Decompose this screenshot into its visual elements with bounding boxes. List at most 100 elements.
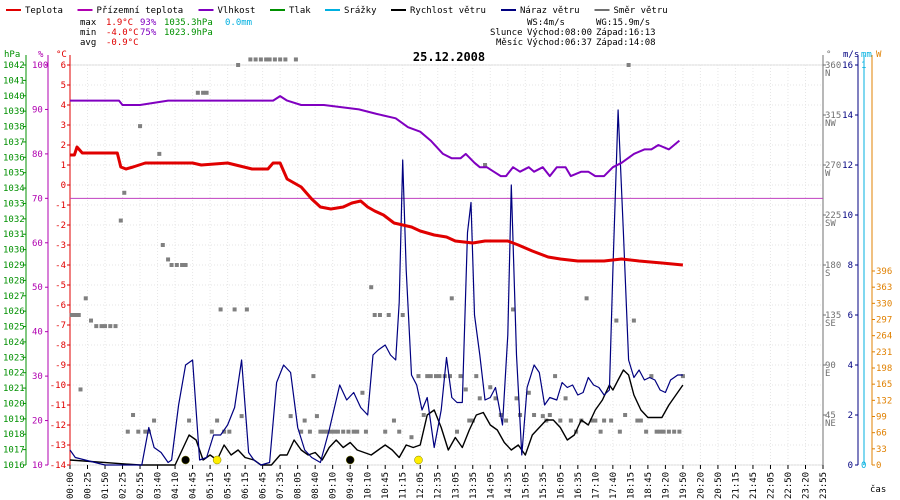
wind-direction-point: [99, 324, 104, 329]
temperature-tick-label: -6: [55, 301, 66, 311]
wind-direction-point: [593, 418, 598, 423]
direction-tick-label: 225: [825, 211, 841, 221]
direction-tick-label: 360: [825, 61, 841, 71]
pressure-tick-label: 1039: [3, 107, 25, 117]
wind-direction-point: [511, 307, 516, 312]
wind-direction-point: [227, 429, 232, 434]
direction-tick-label: 90: [825, 361, 836, 371]
moonrise-info: Východ:06:37: [527, 38, 592, 48]
pressure-tick-label: 1037: [3, 138, 25, 148]
x-tick-label: 09:40: [346, 472, 356, 499]
wind-direction-point: [152, 418, 157, 423]
rain-tick-label: 0: [861, 461, 866, 471]
x-tick-label: 08:05: [294, 472, 304, 499]
wind-direction-point: [584, 296, 589, 301]
pressure-tick-label: 1032: [3, 215, 25, 225]
pressure-tick-label: 1020: [3, 399, 25, 409]
wind-direction-point: [157, 151, 162, 156]
wind-direction-point: [383, 429, 388, 434]
humidity-tick-label: 100: [32, 61, 48, 71]
wind-direction-point: [386, 313, 391, 317]
wind-direction-point: [488, 385, 493, 390]
wind-direction-point: [397, 429, 402, 434]
wind-direction-point: [563, 396, 568, 401]
legend-label: Směr větru: [614, 6, 668, 16]
x-tick-label: 11:15: [399, 472, 409, 499]
stats-value: avg: [80, 38, 96, 48]
humidity-tick-label: 50: [32, 283, 43, 293]
x-tick-label: 06:45: [259, 472, 269, 499]
solar-tick-label: 297: [876, 316, 892, 326]
x-axis-label: čas: [870, 484, 886, 495]
x-tick-label: 03:40: [154, 472, 164, 499]
wind-direction-point: [598, 429, 603, 434]
direction-tick-label: 135: [825, 311, 841, 321]
wind-direction-point: [146, 429, 151, 434]
moonset-marker: [345, 455, 355, 465]
wind-direction-point: [272, 57, 277, 62]
wind-direction-point: [363, 429, 368, 434]
temperature-tick-label: 0: [61, 181, 66, 191]
wind-direction-point: [222, 429, 227, 434]
pressure-tick-label: 1034: [3, 184, 25, 194]
wind-direction-point: [302, 418, 307, 423]
x-tick-label: 22:50: [784, 472, 794, 499]
direction-tick-compass: SW: [825, 219, 836, 229]
wind-direction-point: [547, 413, 552, 417]
stats-value: 1023.9hPa: [164, 28, 213, 38]
x-tick-label: 20:50: [714, 472, 724, 499]
wind-direction-point: [391, 418, 396, 423]
pressure-tick-label: 1027: [3, 292, 25, 302]
x-tick-label: 18:45: [644, 472, 654, 499]
chart-title: 25.12.2008: [413, 50, 485, 64]
wind-direction-point: [680, 374, 685, 379]
wind-direction-point: [314, 414, 319, 419]
x-tick-label: 10:45: [381, 472, 391, 499]
solar-tick-label: 231: [876, 348, 892, 358]
wind-direction-point: [215, 418, 220, 423]
direction-tick-label: 270: [825, 161, 841, 171]
x-tick-label: 02:55: [136, 472, 146, 499]
pressure-tick-label: 1016: [3, 461, 25, 471]
moonrise-marker: [181, 455, 190, 465]
wind-direction-point: [425, 374, 430, 379]
wind-tick-label: 0: [848, 461, 853, 471]
humidity-tick-label: 90: [32, 105, 43, 115]
wind-direction-point: [409, 435, 414, 440]
wind-direction-point: [614, 318, 619, 323]
x-tick-label: 04:45: [189, 472, 199, 499]
wind-direction-point: [236, 63, 241, 67]
temperature-tick-label: -14: [50, 461, 66, 471]
wind-direction-point: [253, 57, 258, 62]
wind-direction-point: [118, 218, 123, 223]
x-tick-label: 06:15: [241, 472, 251, 499]
temperature-tick-label: -3: [55, 241, 66, 251]
wind-direction-point: [160, 243, 165, 247]
wind-direction-point: [299, 429, 304, 434]
pressure-tick-label: 1019: [3, 415, 25, 425]
pressure-tick-label: 1040: [3, 92, 25, 102]
temperature-tick-label: -13: [50, 441, 66, 451]
wind-direction-point: [239, 414, 244, 419]
wind-tick-label: 6: [848, 311, 853, 321]
pressure-tick-label: 1022: [3, 369, 25, 379]
x-tick-label: 15:35: [539, 472, 549, 499]
solar-tick-label: 198: [876, 364, 892, 374]
wind-direction-point: [644, 429, 649, 434]
wind-direction-point: [122, 190, 127, 195]
wind-direction-point: [267, 57, 272, 62]
wind-direction-point: [448, 374, 453, 379]
wind-direction-point: [540, 414, 545, 419]
stats-value: 1.9°C: [106, 18, 133, 28]
wind-tick-label: 12: [842, 161, 853, 171]
direction-tick-compass: E: [825, 369, 830, 379]
x-tick-label: 12:05: [416, 472, 426, 499]
wind-direction-point: [474, 374, 479, 379]
solar-tick-label: 264: [876, 332, 892, 342]
x-tick-label: 19:20: [661, 472, 671, 499]
pressure-tick-label: 1029: [3, 261, 25, 271]
wind-direction-point: [288, 414, 293, 419]
rain-axis-unit: mm: [861, 50, 872, 60]
legend-label: Vlhkost: [218, 6, 256, 16]
wind-direction-point: [103, 324, 108, 329]
